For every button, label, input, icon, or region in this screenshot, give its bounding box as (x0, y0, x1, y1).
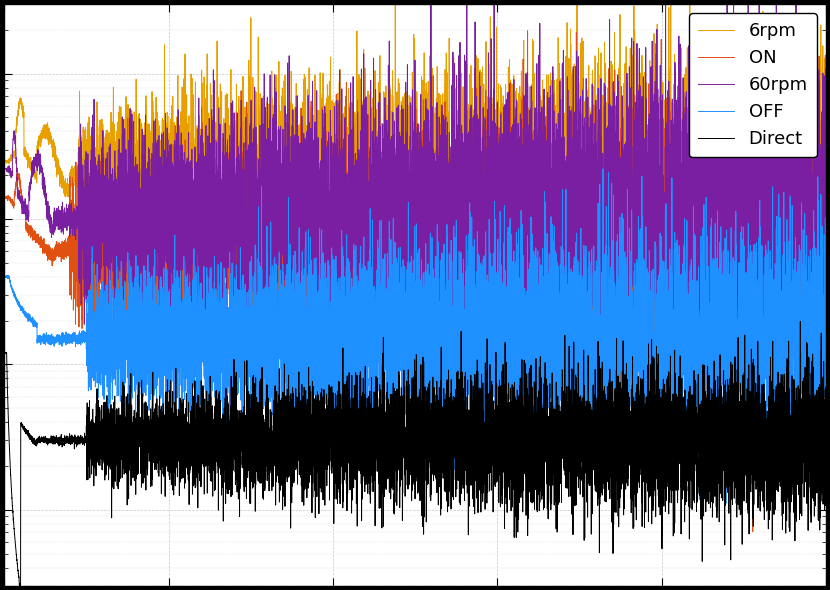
ON (402, 197, 412, 204)
60rpm (778, 203, 788, 210)
OFF (821, 261, 830, 268)
OFF (721, 500, 731, 507)
OFF (50, 337, 60, 345)
6rpm (821, 93, 830, 100)
60rpm (4, 166, 14, 173)
60rpm (35, 158, 45, 165)
60rpm (162, 227, 172, 234)
ON (35, 240, 45, 247)
Line: ON: ON (6, 17, 826, 532)
60rpm (1, 165, 11, 172)
OFF (402, 389, 412, 396)
Direct (795, 318, 805, 325)
Direct (16, 587, 26, 590)
ON (821, 258, 830, 265)
ON (4, 195, 14, 202)
ON (748, 528, 758, 535)
Line: 60rpm: 60rpm (6, 0, 826, 461)
ON (162, 295, 172, 302)
Line: 6rpm: 6rpm (6, 0, 826, 432)
Direct (162, 404, 172, 411)
Direct (1, 350, 11, 357)
6rpm (1, 158, 11, 165)
OFF (778, 372, 788, 379)
ON (777, 14, 787, 21)
ON (778, 275, 788, 282)
6rpm (778, 149, 788, 156)
6rpm (4, 157, 14, 164)
OFF (162, 343, 172, 350)
Direct (35, 436, 45, 443)
60rpm (50, 227, 60, 234)
ON (50, 246, 60, 253)
OFF (1, 273, 11, 280)
Direct (50, 437, 60, 444)
ON (1, 194, 11, 201)
60rpm (798, 457, 808, 464)
6rpm (35, 142, 45, 149)
6rpm (402, 165, 412, 172)
OFF (35, 332, 45, 339)
Line: Direct: Direct (6, 322, 826, 590)
6rpm (50, 149, 60, 156)
OFF (4, 276, 14, 283)
6rpm (711, 428, 721, 435)
60rpm (402, 293, 412, 300)
Direct (821, 484, 830, 491)
Line: OFF: OFF (6, 169, 826, 503)
Direct (778, 526, 788, 533)
Direct (402, 378, 412, 385)
Direct (4, 446, 14, 453)
Legend: 6rpm, ON, 60rpm, OFF, Direct: 6rpm, ON, 60rpm, OFF, Direct (689, 13, 817, 158)
60rpm (821, 296, 830, 303)
OFF (598, 165, 608, 172)
6rpm (162, 191, 172, 198)
